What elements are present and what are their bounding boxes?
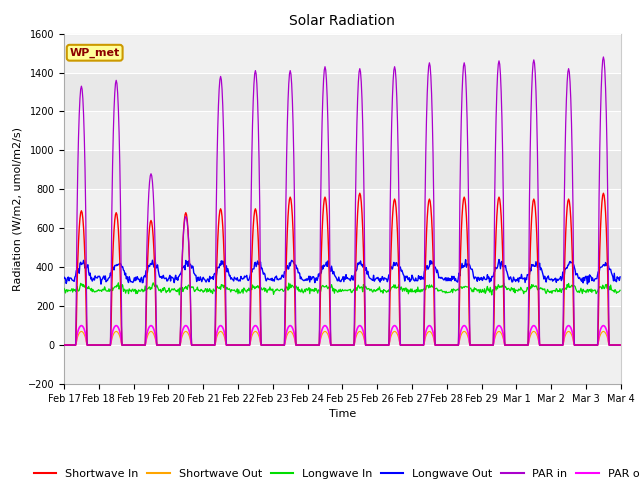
Bar xyxy=(64,34,621,72)
Text: WP_met: WP_met xyxy=(70,48,120,58)
Bar xyxy=(64,267,621,306)
Bar xyxy=(64,189,621,228)
X-axis label: Time: Time xyxy=(329,409,356,419)
Bar xyxy=(64,111,621,150)
Y-axis label: Radiation (W/m2, umol/m2/s): Radiation (W/m2, umol/m2/s) xyxy=(12,127,22,291)
Bar xyxy=(64,345,621,384)
Legend: Shortwave In, Shortwave Out, Longwave In, Longwave Out, PAR in, PAR out: Shortwave In, Shortwave Out, Longwave In… xyxy=(29,465,640,480)
Title: Solar Radiation: Solar Radiation xyxy=(289,14,396,28)
